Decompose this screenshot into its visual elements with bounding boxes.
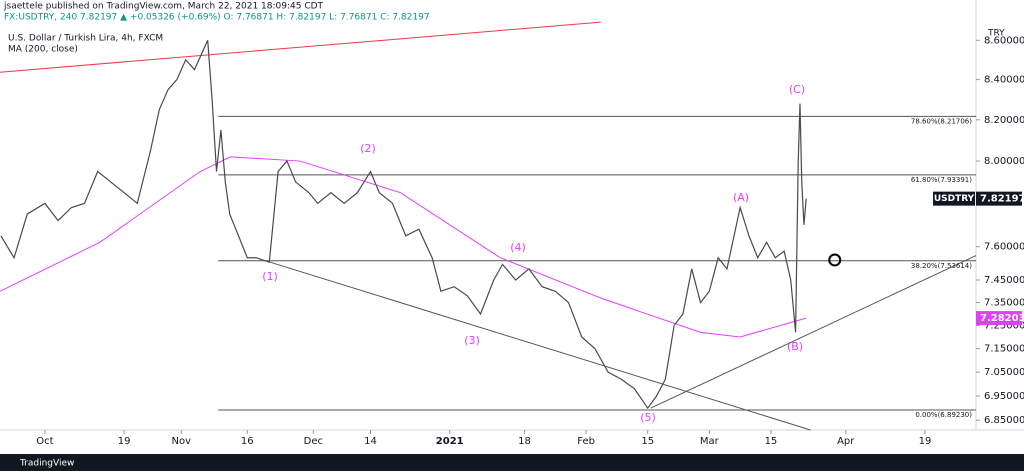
y-tick-label: 7.25000 bbox=[984, 320, 1024, 331]
wave-label: (1) bbox=[262, 270, 278, 283]
wave-label: (C) bbox=[789, 83, 805, 96]
symbol-line: FX:USDTRY, 240 7.82197 ▲ +0.05326 (+0.69… bbox=[4, 13, 430, 23]
y-tick-label: 7.45000 bbox=[984, 275, 1024, 286]
price-box bbox=[976, 191, 1022, 206]
price-line bbox=[0, 40, 807, 410]
y-tick-label: 7.15000 bbox=[984, 344, 1024, 355]
ma-label: 7.28203 bbox=[980, 313, 1024, 324]
x-tick-label: 16 bbox=[241, 436, 254, 447]
x-tick-label: Feb bbox=[577, 436, 595, 447]
x-tick-label: 19 bbox=[118, 436, 131, 447]
chart-title: U.S. Dollar / Turkish Lira, 4h, FXCM bbox=[8, 34, 163, 44]
x-tick-label: 19 bbox=[919, 436, 932, 447]
currency: TRY bbox=[987, 29, 1005, 39]
wave-label: (A) bbox=[733, 191, 749, 204]
x-tick-label: 2021 bbox=[436, 436, 464, 447]
y-tick-label: 6.95000 bbox=[984, 391, 1024, 402]
fib-label: 61.80%(7.93391) bbox=[911, 176, 972, 184]
trendline bbox=[270, 261, 811, 431]
publisher: jsaettele published on TradingView.com, … bbox=[3, 2, 324, 12]
ticker-box bbox=[933, 191, 975, 206]
fib-label: 0.00%(6.89230) bbox=[915, 411, 972, 419]
wave-label: (3) bbox=[464, 334, 480, 347]
ma-legend: MA (200, close) bbox=[8, 45, 78, 55]
x-tick-label: 15 bbox=[765, 436, 778, 447]
wave-label: (2) bbox=[360, 142, 376, 155]
trendline bbox=[650, 255, 977, 409]
footer-brand: TradingView bbox=[19, 459, 74, 469]
x-tick-label: Oct bbox=[36, 436, 53, 447]
y-tick-label: 6.85000 bbox=[984, 415, 1024, 426]
ma-box bbox=[976, 311, 1022, 326]
x-tick-label: Apr bbox=[837, 436, 855, 447]
x-tick-label: Nov bbox=[172, 436, 192, 447]
price-label: 7.82197 bbox=[980, 194, 1024, 205]
x-tick-label: 18 bbox=[518, 436, 531, 447]
y-tick-label: 7.35000 bbox=[984, 298, 1024, 309]
y-tick-label: 8.20000 bbox=[984, 115, 1024, 126]
y-tick-label: 7.60000 bbox=[984, 242, 1024, 253]
y-tick-label: 7.05000 bbox=[984, 367, 1024, 378]
y-tick-label: 8.60000 bbox=[984, 35, 1024, 46]
marker bbox=[828, 253, 842, 267]
y-tick-label: 8.40000 bbox=[984, 75, 1024, 86]
ma-line bbox=[0, 156, 807, 338]
wave-label: (4) bbox=[510, 241, 526, 254]
fib-label: 38.20%(7.53614) bbox=[911, 262, 972, 270]
y-tick-label: 8.00000 bbox=[984, 156, 1024, 167]
wave-label: (B) bbox=[787, 340, 803, 353]
x-tick-label: 15 bbox=[641, 436, 654, 447]
fib-label: 78.60%(8.21706) bbox=[911, 117, 972, 125]
footer-bar bbox=[0, 454, 1024, 471]
ticker-label: USDTRY bbox=[934, 194, 975, 204]
wave-label: (5) bbox=[640, 411, 656, 424]
x-tick-label: Mar bbox=[700, 436, 720, 447]
trendline bbox=[0, 21, 601, 73]
x-tick-label: 14 bbox=[364, 436, 377, 447]
x-tick-label: Dec bbox=[304, 436, 323, 447]
